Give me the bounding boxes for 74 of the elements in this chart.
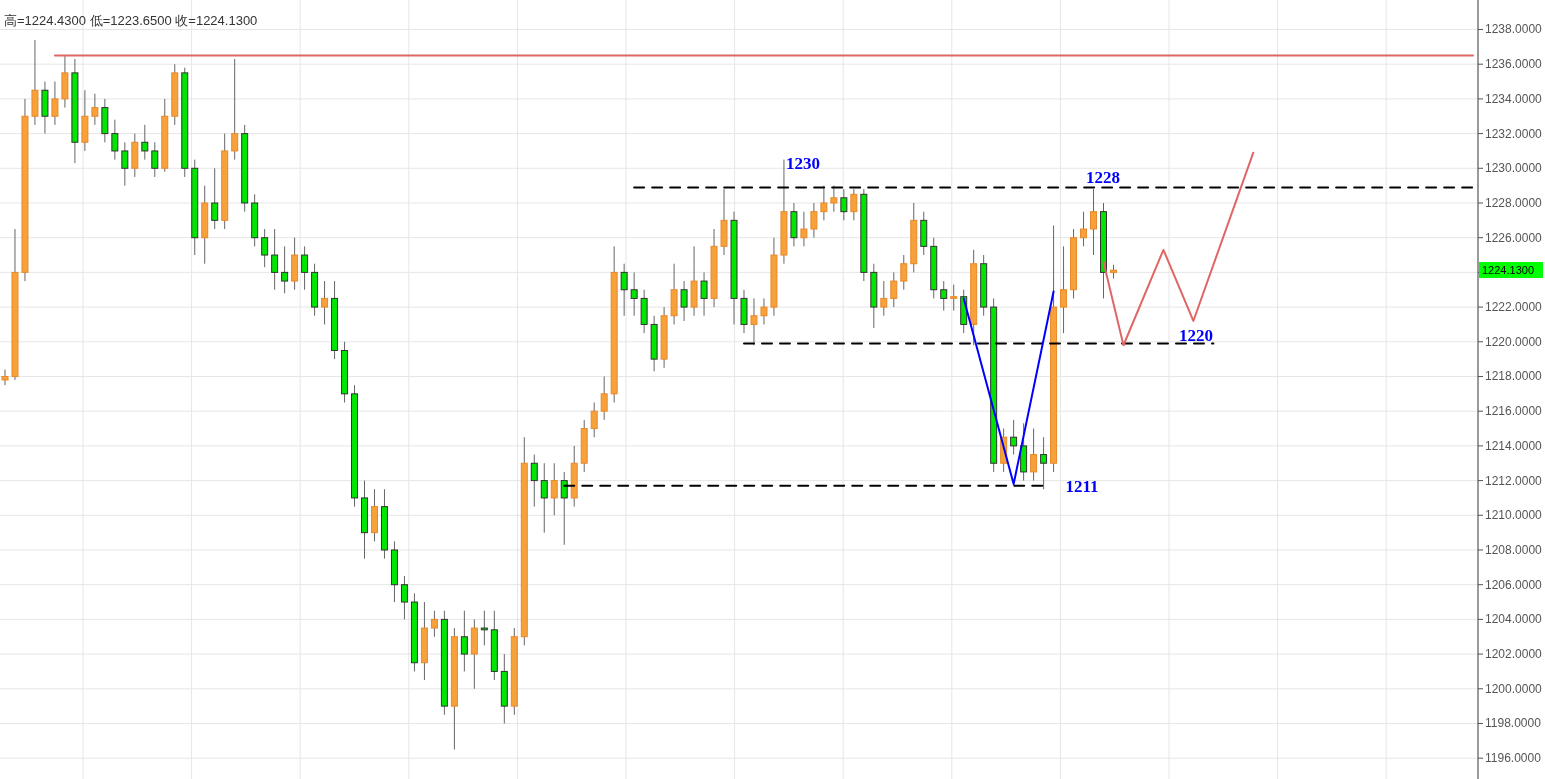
candlestick: [630, 271, 638, 317]
candlestick: [1090, 188, 1098, 256]
text: 1224.1300: [1482, 264, 1534, 276]
candlestick: [460, 610, 468, 672]
candlestick: [560, 471, 568, 546]
candlestick: [480, 610, 488, 646]
y-tick-label: 1210.0000: [1485, 508, 1543, 523]
text: 高=1224.4300 低=1223.6500 收=1224.1300: [4, 13, 258, 28]
y-tick-label: 1198.0000: [1485, 716, 1542, 731]
y-tick-label: 1208.0000: [1485, 542, 1543, 557]
candlestick: [900, 254, 908, 291]
candlestick: [121, 141, 129, 187]
candlestick: [700, 271, 708, 317]
y-tick-label: 1200.0000: [1485, 681, 1543, 696]
candlestick: [211, 167, 219, 230]
candlestick: [281, 245, 289, 294]
candlestick: [1, 369, 9, 386]
y-tick-label: 1218.0000: [1485, 369, 1543, 384]
y-tick-label: 1204.0000: [1485, 612, 1543, 627]
y-tick-label: 1220.0000: [1485, 334, 1543, 349]
candlestick: [1080, 211, 1088, 247]
candlestick: [1010, 419, 1018, 456]
candlestick: [301, 245, 309, 291]
candlestick: [1040, 436, 1048, 490]
candlestick: [940, 280, 948, 312]
candlestick: [1060, 245, 1068, 334]
candlestick: [590, 402, 598, 438]
candlestick: [261, 228, 269, 268]
y-tick-label: 1230.0000: [1485, 161, 1543, 176]
annotation: 1228: [1086, 168, 1120, 187]
y-tick-label: 1232.0000: [1485, 126, 1543, 141]
candlestick: [1030, 428, 1038, 482]
y-tick-label: 1228.0000: [1485, 195, 1543, 210]
y-tick-label: 1238.0000: [1485, 22, 1543, 37]
candlestick: [151, 141, 159, 178]
candlestick: [880, 280, 888, 317]
candlestick: [530, 454, 538, 508]
candlestick: [820, 185, 828, 221]
candlestick: [321, 280, 329, 325]
y-tick-label: 1226.0000: [1485, 230, 1543, 245]
candlestick: [141, 124, 149, 161]
y-tick-label: 1234.0000: [1485, 91, 1543, 106]
candlestick: [91, 93, 99, 126]
candlestick: [550, 462, 558, 516]
candlestick: [540, 462, 548, 534]
candlestick: [430, 610, 438, 638]
candlestick: [400, 575, 408, 620]
candlestick: [950, 284, 958, 312]
candlestick: [810, 202, 818, 239]
annotation: 1230: [786, 154, 820, 173]
y-tick-label: 1236.0000: [1485, 57, 1543, 72]
y-tick-label: 1214.0000: [1485, 438, 1543, 453]
candlestick: [51, 81, 59, 126]
annotation: 1211: [1065, 477, 1099, 496]
y-tick-label: 1212.0000: [1485, 473, 1543, 488]
candlestick: [111, 119, 119, 161]
y-tick-label: 1196.0000: [1485, 751, 1542, 766]
candlestick: [750, 297, 758, 346]
candlestick: [840, 188, 848, 221]
y-tick-label: 1222.0000: [1485, 300, 1543, 315]
candlestick: [600, 375, 608, 421]
candlestick: [800, 211, 808, 247]
candlestick: [680, 280, 688, 322]
y-tick-label: 1206.0000: [1485, 577, 1543, 592]
annotation: 1220: [1179, 326, 1213, 345]
y-tick-label: 1202.0000: [1485, 647, 1543, 662]
y-tick-label: 1216.0000: [1485, 404, 1543, 419]
candlestick: [850, 188, 858, 221]
candlestick: [620, 263, 628, 317]
candlestick: [890, 271, 898, 308]
candlestick: [830, 185, 838, 213]
candlestick: [271, 228, 279, 291]
candlestick: [760, 297, 768, 325]
candlestick: [231, 58, 239, 161]
